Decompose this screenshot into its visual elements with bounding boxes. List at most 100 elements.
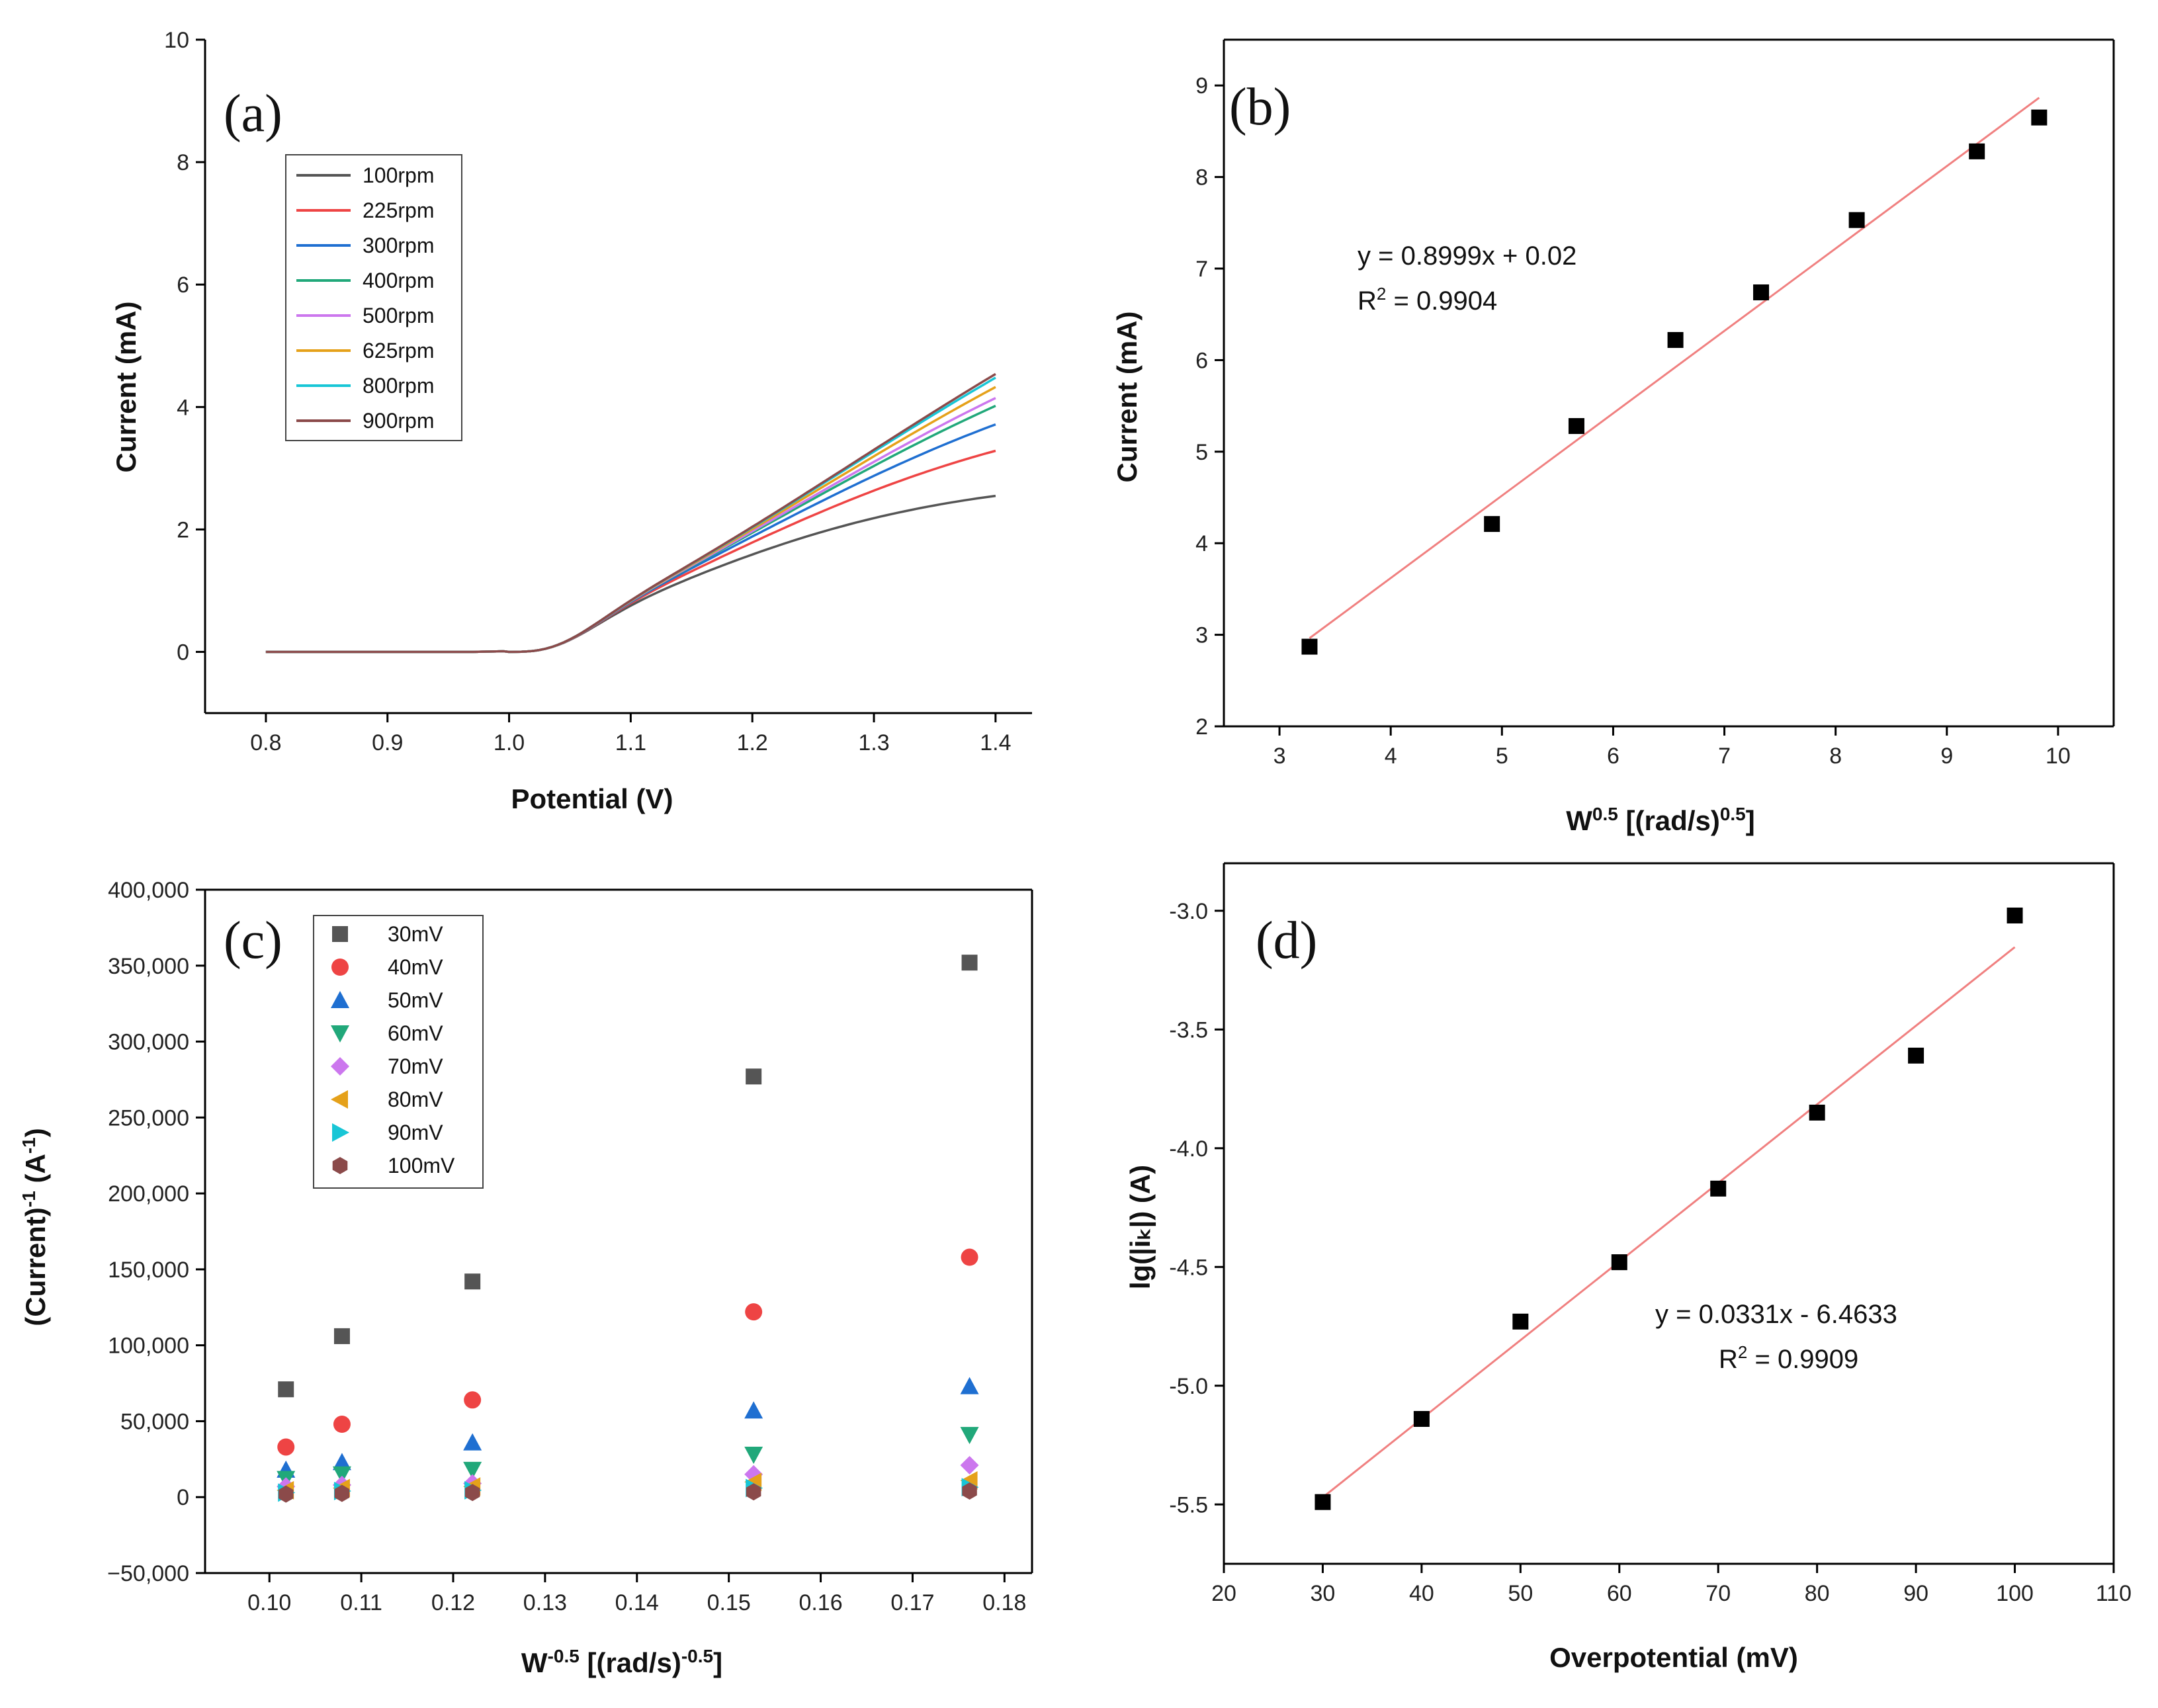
panel-b-xlabel-end: ] [1746,805,1755,836]
panel-b-r2-prefix: R [1358,286,1377,316]
legend-marker-50mV [331,991,349,1008]
x-tick-label: 30 [1311,1581,1336,1606]
panel-b-ylabel: Current (mA) [1111,312,1143,483]
legend-label-300rpm: 300rpm [363,234,435,257]
data-point-100mV [334,1484,350,1502]
data-point-50mV [960,1377,979,1394]
data-point [1413,1411,1430,1428]
x-tick-label: 3 [1273,744,1286,769]
y-tick-label: 2 [1195,714,1208,740]
y-tick-label: 9 [1195,73,1208,99]
legend-marker-70mV [331,1057,349,1076]
data-point [1753,284,1770,300]
data-point [1969,143,1985,159]
x-tick-label: 0.16 [798,1590,842,1615]
panel-c-ylabel-sup: -1 [19,1191,39,1207]
legend-marker-100mV [332,1157,348,1174]
data-point-50mV [463,1433,482,1451]
y-tick-label: 3 [1195,623,1208,648]
x-tick-label: 80 [1805,1581,1830,1606]
x-tick-label: 0.9 [372,730,403,755]
y-tick-label: 400,000 [108,878,189,903]
data-point-40mV [464,1391,482,1409]
x-tick-label: 9 [1940,744,1953,769]
panel-c-xlabel-base: W [521,1647,548,1678]
x-tick-label: 1.1 [615,730,646,755]
panel-c-ylabel-end: ) [20,1128,51,1137]
data-point [1512,1313,1529,1330]
panel-c-xlabel-sup2: -0.5 [681,1646,713,1666]
x-tick-label: 0.18 [982,1590,1026,1615]
series-line-100rpm [265,494,996,654]
legend-label-40mV: 40mV [388,955,443,979]
data-point [1710,1180,1727,1197]
x-tick-label: 60 [1607,1581,1632,1606]
y-tick-label: -4.5 [1169,1255,1208,1280]
panel-c-legend: 30mV 40mV 50mV 60mV 70mV 80mV 90mV 100mV [313,915,484,1189]
data-point-50mV [744,1401,763,1419]
panel-c-ylabel-sup2: -1 [19,1137,39,1154]
legend-label-500rpm: 500rpm [363,304,435,327]
y-tick-label: 50,000 [120,1409,189,1434]
panel-b-label: (b) [1229,78,1291,136]
x-tick-label: 110 [2096,1581,2132,1606]
panel-d-r2-value: = 0.9909 [1747,1345,1858,1374]
panel-c-label: (c) [224,912,282,970]
panel-b-r2: R2 = 0.9904 [1358,284,1497,316]
data-point-40mV [961,1248,978,1266]
legend-marker-80mV [331,1090,348,1109]
legend-marker-90mV [332,1123,349,1142]
panel-b-xlabel-sup: 0.5 [1592,804,1618,824]
panel-b-r2-value: = 0.9904 [1386,286,1497,316]
data-point-100mV [962,1482,977,1500]
panel-d-ylabel: lg(|iₖ|) (A) [1125,1165,1156,1289]
y-tick-label: 250,000 [108,1105,189,1131]
panel-a-ylabel: Current (mA) [110,302,142,473]
x-tick-label: 20 [1211,1581,1236,1606]
data-point-60mV [744,1446,763,1464]
panel-d-r2-sup: 2 [1738,1342,1747,1362]
data-point [1848,212,1865,228]
y-tick-label: −50,000 [107,1561,189,1586]
legend-marker-30mV [332,926,348,942]
data-point-40mV [277,1438,295,1456]
legend-label-70mV: 70mV [388,1054,443,1078]
legend-label-30mV: 30mV [388,922,443,946]
y-tick-label: 300,000 [108,1030,189,1055]
x-tick-label: 1.4 [980,730,1011,755]
panel-d-r2: R2 = 0.9909 [1719,1342,1858,1374]
data-point-60mV [332,1466,351,1484]
panel-a: (a) Potential (V) Current (mA) 0.8 0.9 1.0… [110,28,1032,814]
data-point-30mV [961,955,978,971]
legend-label-60mV: 60mV [388,1021,443,1045]
y-tick-label: -5.0 [1169,1374,1208,1399]
panel-a-label: (a) [224,85,282,143]
data-point-100mV [464,1484,480,1502]
panel-c-xlabel-end: ] [713,1647,722,1678]
y-tick-label: 4 [1195,531,1208,556]
panel-d-plot: 20 30 40 50 60 70 80 90 100 110 -5.5 -5.0 -4.5 -4.0 -3… [1169,862,2132,1606]
data-point [1611,1254,1627,1271]
panel-b-xlabel-sup2: 0.5 [1720,804,1746,824]
legend-label-50mV: 50mV [388,988,443,1012]
y-tick-label: 8 [1195,165,1208,191]
y-tick-label: -5.5 [1169,1492,1208,1517]
panel-a-legend-box [285,154,462,441]
x-tick-label: 0.11 [340,1590,382,1615]
panel-b-equation: y = 0.8999x + 0.02 [1358,241,1576,271]
data-point [1908,1047,1924,1064]
panel-d: (d) Overpotential (mV) lg(|iₖ|) (A) 20 30… [1125,862,2132,1673]
panel-a-plot: 0.8 0.9 1.0 1.1 1.2 1.3 1.4 0 2 4 6 8 10 [164,28,1032,755]
y-tick-label: 0 [177,1485,189,1510]
y-tick-label: 100,000 [108,1334,189,1359]
panel-b-xlabel-base: W [1566,805,1592,836]
panel-a-legend: 100rpm 225rpm 300rpm 400rpm 500rpm 625rpm 800r… [285,154,462,441]
panel-c: (c) W-0.5 [(rad/s)-0.5] (Current)-1 (A-1… [19,878,1033,1678]
panel-d-equation: y = 0.0331x - 6.4633 [1655,1300,1897,1329]
y-tick-label: 200,000 [108,1181,189,1207]
data-point-50mV [332,1453,351,1471]
legend-label-80mV: 80mV [388,1088,443,1111]
series-line-225rpm [265,449,996,654]
legend-marker-60mV [331,1025,349,1043]
panel-c-plot: 0.10 0.11 0.12 0.13 0.14 0.15 0.16 0.17 0.18 −50,… [107,878,1033,1615]
